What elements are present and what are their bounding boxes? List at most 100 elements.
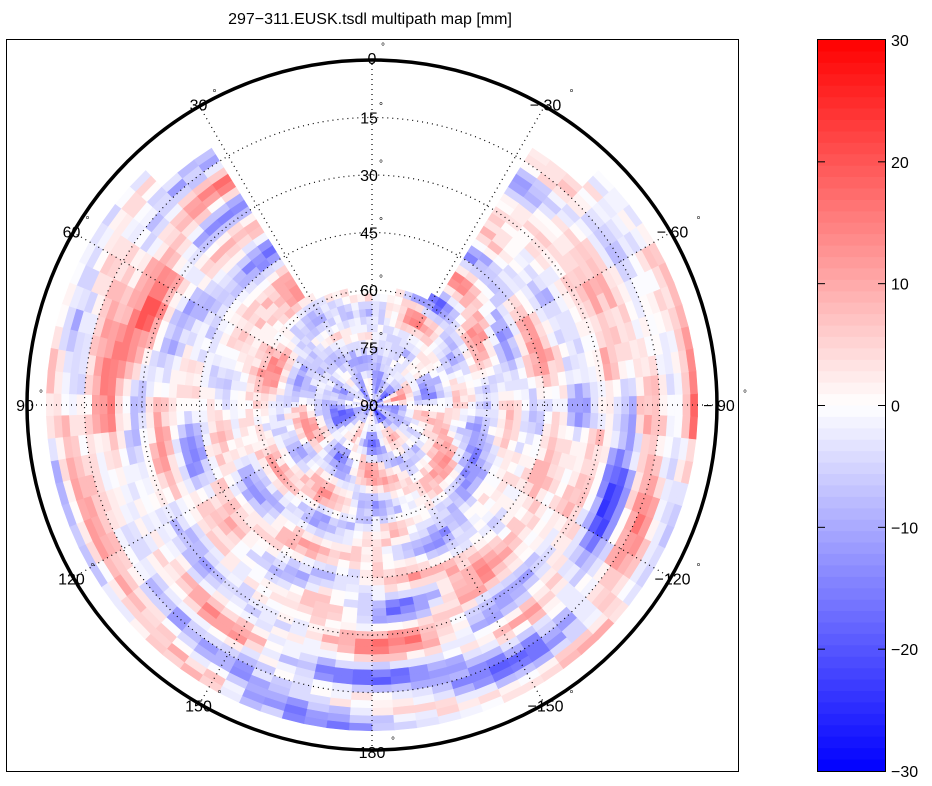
heatmap-cell: [350, 545, 363, 555]
colorbar-tick-label: −30: [891, 764, 918, 781]
heatmap-cell: [604, 379, 614, 398]
degree-symbol: °: [379, 274, 383, 285]
heatmap-cell: [551, 398, 561, 412]
heatmap-cell: [466, 393, 476, 403]
heatmap-cell: [349, 706, 373, 716]
heatmap-cell: [371, 324, 378, 333]
heatmap-cell: [229, 409, 239, 421]
azimuth-tick-label: − 30: [530, 97, 562, 114]
degree-symbol: °: [90, 563, 94, 574]
elevation-tick-label: 30: [360, 168, 378, 185]
heatmap-cell: [371, 599, 387, 609]
colorbar-tick-label: 0: [891, 399, 900, 416]
colorbar-level: [818, 451, 885, 464]
heatmap-cell: [354, 637, 373, 647]
heatmap-cell: [299, 389, 309, 399]
heatmap-cell: [347, 567, 361, 578]
heatmap-cell: [634, 376, 645, 397]
heatmap-cell: [527, 410, 538, 423]
heatmap-cell: [505, 389, 515, 401]
heatmap-cell: [275, 401, 285, 409]
colorbar-level: [818, 519, 885, 532]
heatmap-cell: [268, 386, 278, 396]
heatmap-cell: [371, 584, 386, 594]
heatmap-cell: [130, 379, 140, 398]
heatmap-cell: [137, 380, 148, 398]
heatmap-cell: [512, 389, 522, 401]
heatmap-cell: [371, 683, 393, 693]
heatmap-cell: [619, 413, 630, 433]
heatmap-cell: [275, 407, 285, 416]
heatmap-cell: [444, 407, 453, 414]
heatmap-cell: [160, 411, 171, 428]
heatmap-cell: [371, 477, 378, 486]
colorbar-level: [818, 336, 885, 349]
heatmap-cell: [362, 530, 373, 540]
heatmap-cell: [371, 362, 377, 372]
colorbar-level: [818, 691, 885, 704]
heatmap-cell: [291, 396, 300, 403]
heatmap-cell: [566, 411, 576, 427]
heatmap-cell: [371, 492, 380, 502]
heatmap-cell: [543, 410, 553, 425]
colorbar-level: [818, 485, 885, 498]
horizon-ring: [25, 58, 719, 752]
degree-symbol: °: [39, 389, 43, 400]
colorbar-tick-label: −10: [891, 520, 918, 537]
colorbar-tick-label: 10: [891, 277, 909, 294]
heatmap-cell: [365, 431, 373, 440]
heatmap-cell: [153, 397, 162, 413]
heatmap-cell: [199, 386, 209, 400]
heatmap-cell: [405, 404, 415, 410]
degree-symbol: °: [379, 389, 383, 400]
degree-symbol: °: [218, 690, 222, 701]
heatmap-cell: [474, 408, 484, 417]
colorbar-level: [818, 371, 885, 384]
heatmap-cell: [371, 576, 385, 586]
heatmap-cell: [428, 397, 438, 406]
heatmap-cell: [362, 523, 373, 532]
degree-symbol: °: [85, 216, 89, 227]
heatmap-cell: [428, 404, 438, 413]
heatmap-cells: [46, 147, 698, 732]
heatmap-cell: [168, 397, 177, 413]
heatmap-cell: [436, 404, 446, 413]
heatmap-cell: [371, 645, 390, 655]
heatmap-cell: [520, 409, 530, 422]
heatmap-cell: [689, 393, 698, 417]
elevation-labels: 15°30°45°60°75°90°: [360, 102, 383, 416]
heatmap-cell: [314, 398, 323, 406]
colorbar-level: [818, 222, 885, 235]
heatmap-cell: [371, 515, 381, 525]
heatmap-cell: [383, 309, 393, 320]
heatmap-cell: [581, 381, 591, 398]
heatmap-cell: [356, 507, 366, 517]
colorbar-level: [818, 394, 885, 407]
colorbar-level: [818, 645, 885, 658]
heatmap-cell: [364, 492, 373, 502]
heatmap-cell: [371, 630, 389, 640]
polar-grid: [27, 60, 717, 750]
heatmap-cell: [364, 331, 373, 341]
degree-symbol: °: [697, 563, 701, 574]
colorbar-level: [818, 508, 885, 521]
colorbar-level: [818, 268, 885, 281]
heatmap-cell: [183, 385, 194, 400]
heatmap-cell: [481, 416, 491, 426]
heatmap-cell: [604, 412, 614, 431]
heatmap-cell: [352, 668, 373, 678]
colorbar-tick-label: 20: [891, 155, 909, 172]
azimuth-tick-label: 0: [368, 51, 377, 68]
heatmap-cell: [268, 407, 278, 417]
heatmap-cell: [450, 413, 461, 421]
heatmap-cell: [544, 398, 553, 412]
heatmap-cell: [360, 476, 368, 486]
azimuth-tick-label: − 90: [703, 398, 735, 415]
heatmap-cell: [351, 537, 363, 547]
colorbar-ticks: 30 20 10 0 −10 −20 −30: [818, 33, 918, 781]
heatmap-cell: [520, 388, 530, 401]
heatmap-cell: [371, 523, 382, 532]
heatmap-cell: [496, 381, 506, 393]
heatmap-cell: [357, 499, 366, 509]
heatmap-cell: [371, 484, 379, 494]
